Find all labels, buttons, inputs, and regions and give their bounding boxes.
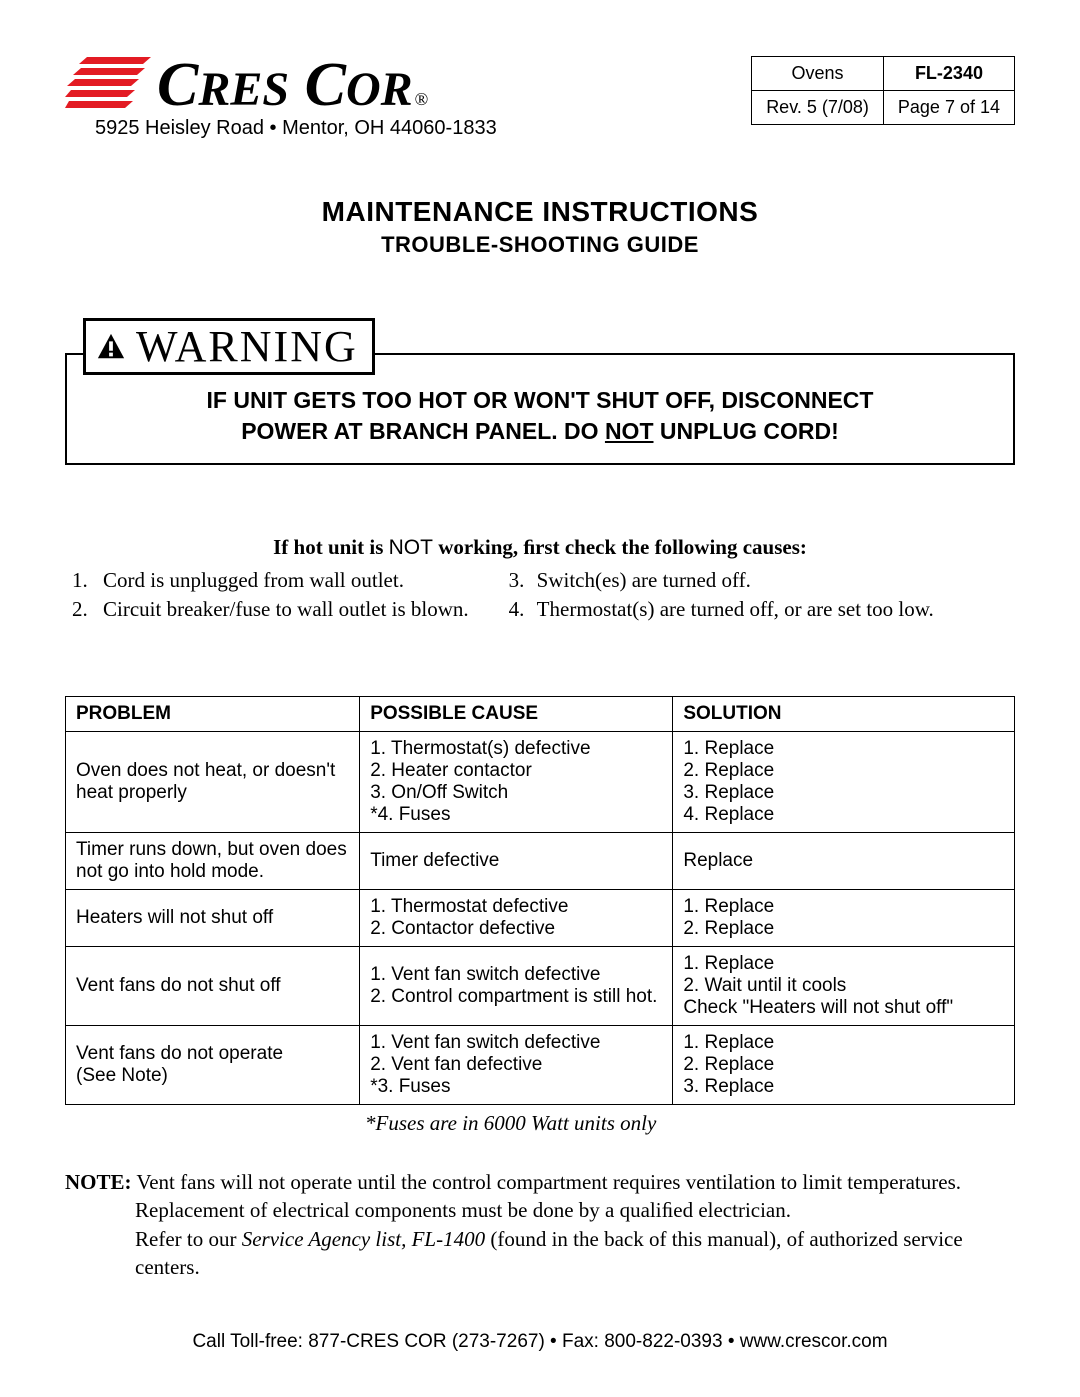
note-label: NOTE: xyxy=(65,1170,132,1194)
page: CRES COR® 5925 Heisley Road • Mentor, OH… xyxy=(0,0,1080,1397)
info-docnum: FL-2340 xyxy=(883,57,1014,91)
logo-word-1: CRES COR xyxy=(157,50,413,121)
cell-solution: Replace xyxy=(673,833,1015,890)
cell-problem: Timer runs down, but oven does not go in… xyxy=(66,833,360,890)
cause-item: Thermostat(s) are turned off, or are set… xyxy=(499,597,934,622)
cell-cause: 1. Vent fan switch defective 2. Vent fan… xyxy=(360,1026,673,1105)
info-revision: Rev. 5 (7/08) xyxy=(752,91,884,125)
warning-line-2b: UNPLUG CORD! xyxy=(654,418,839,444)
note-line-4: centers. xyxy=(135,1253,1015,1281)
header: CRES COR® 5925 Heisley Road • Mentor, OH… xyxy=(65,50,1015,140)
warning-label-text: WARNING xyxy=(136,321,358,372)
warning-not: NOT xyxy=(605,418,654,444)
causes-col-2: Switch(es) are turned off. Thermostat(s)… xyxy=(499,568,934,626)
cell-problem: Vent fans do not shut off xyxy=(66,947,360,1026)
page-title: MAINTENANCE INSTRUCTIONS xyxy=(65,196,1015,228)
warning-line-2a: POWER AT BRANCH PANEL. DO xyxy=(241,418,605,444)
logo-stripes-icon xyxy=(65,57,151,114)
note-line-2: Replacement of electrical components mus… xyxy=(135,1196,1015,1224)
registered-icon: ® xyxy=(415,89,429,110)
warning-line-2: POWER AT BRANCH PANEL. DO NOT UNPLUG COR… xyxy=(87,416,993,447)
cell-cause: Timer defective xyxy=(360,833,673,890)
page-subtitle: TROUBLE-SHOOTING GUIDE xyxy=(65,232,1015,258)
cell-solution: 1. Replace 2. Wait until it cools Check … xyxy=(673,947,1015,1026)
check-intro-not: NOT xyxy=(389,536,433,559)
causes-col-1: Cord is unplugged from wall outlet. Circ… xyxy=(65,568,469,626)
cell-solution: 1. Replace 2. Replace xyxy=(673,890,1015,947)
cause-item: Circuit breaker/fuse to wall outlet is b… xyxy=(93,597,469,622)
cell-problem: Heaters will not shut off xyxy=(66,890,360,947)
note-3a: Refer to our xyxy=(135,1227,242,1251)
warning-label: WARNING xyxy=(83,318,375,375)
check-intro-a: If hot unit is xyxy=(273,535,389,559)
cause-item: Switch(es) are turned off. xyxy=(499,568,934,593)
note-line-3: Refer to our Service Agency list, FL-140… xyxy=(135,1225,1015,1253)
logo-text: CRES COR® xyxy=(157,50,428,121)
cell-cause: 1. Thermostat(s) defective 2. Heater con… xyxy=(360,732,673,833)
cell-solution: 1. Replace 2. Replace 3. Replace 4. Repl… xyxy=(673,732,1015,833)
footer: Call Toll-free: 877-CRES COR (273-7267) … xyxy=(0,1331,1080,1353)
cell-cause: 1. Vent fan switch defective 2. Control … xyxy=(360,947,673,1026)
info-category: Ovens xyxy=(752,57,884,91)
info-page: Page 7 of 14 xyxy=(883,91,1014,125)
table-row: Vent fans do not operate (See Note) 1. V… xyxy=(66,1026,1015,1105)
th-problem: PROBLEM xyxy=(66,697,360,732)
cell-cause: 1. Thermostat defective 2. Contactor def… xyxy=(360,890,673,947)
th-cause: POSSIBLE CAUSE xyxy=(360,697,673,732)
cause-item: Cord is unplugged from wall outlet. xyxy=(93,568,469,593)
check-intro-b: working, ﬁrst check the following causes… xyxy=(433,535,807,559)
logo-line: CRES COR® xyxy=(65,50,497,121)
troubleshoot-table: PROBLEM POSSIBLE CAUSE SOLUTION Oven doe… xyxy=(65,696,1015,1105)
logo-block: CRES COR® 5925 Heisley Road • Mentor, OH… xyxy=(65,50,497,140)
th-solution: SOLUTION xyxy=(673,697,1015,732)
warning-line-1: IF UNIT GETS TOO HOT OR WON'T SHUT OFF, … xyxy=(87,385,993,416)
cell-problem: Vent fans do not operate (See Note) xyxy=(66,1026,360,1105)
table-row: Vent fans do not shut off 1. Vent fan sw… xyxy=(66,947,1015,1026)
note-3b: (found in the back of this manual), of a… xyxy=(485,1227,963,1251)
table-row: Timer runs down, but oven does not go in… xyxy=(66,833,1015,890)
warning-section: WARNING IF UNIT GETS TOO HOT OR WON'T SH… xyxy=(65,318,1015,465)
company-address: 5925 Heisley Road • Mentor, OH 44060-183… xyxy=(95,117,497,140)
table-row: Heaters will not shut off 1. Thermostat … xyxy=(66,890,1015,947)
causes-list: Cord is unplugged from wall outlet. Circ… xyxy=(65,568,1015,626)
title-block: MAINTENANCE INSTRUCTIONS TROUBLE-SHOOTIN… xyxy=(65,196,1015,258)
check-intro: If hot unit is NOT working, ﬁrst check t… xyxy=(65,535,1015,560)
note-3-em: Service Agency list, FL-1400 xyxy=(242,1227,485,1251)
doc-info-table: Ovens FL-2340 Rev. 5 (7/08) Page 7 of 14 xyxy=(751,56,1015,125)
fuse-note: *Fuses are in 6000 Watt units only xyxy=(365,1111,1015,1136)
note-line-1: Vent fans will not operate until the con… xyxy=(132,1170,961,1194)
table-row: Oven does not heat, or doesn't heat prop… xyxy=(66,732,1015,833)
cell-problem: Oven does not heat, or doesn't heat prop… xyxy=(66,732,360,833)
warning-triangle-icon xyxy=(96,332,126,362)
cell-solution: 1. Replace 2. Replace 3. Replace xyxy=(673,1026,1015,1105)
note-block: NOTE: Vent fans will not operate until t… xyxy=(65,1168,1015,1281)
